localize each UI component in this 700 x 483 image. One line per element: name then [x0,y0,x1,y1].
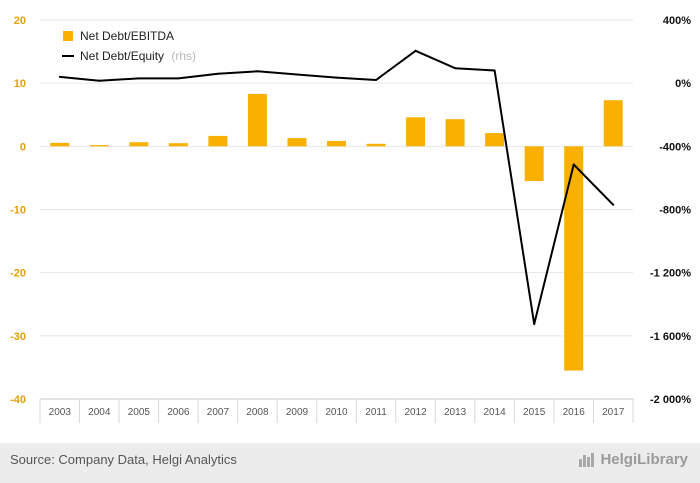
y-right-tick-label: -1 600% [650,331,691,343]
line-point-2016 [572,163,575,166]
legend-swatch-ebitda [63,31,73,41]
x-tick-label: 2014 [484,407,507,418]
bar-2003 [50,142,70,147]
line-point-2015 [533,322,536,325]
brand-logo: HelgiLibrary [579,451,688,468]
legend-label-ebitda: Net Debt/EBITDA [80,29,174,43]
line-point-2013 [454,67,457,70]
library-icon [579,452,595,467]
bar-series [50,93,623,371]
y-left-tick-label: -30 [10,331,26,343]
line-point-2012 [414,49,417,52]
net-debt-equity-line [59,49,614,325]
y-left-tick-label: -20 [10,268,26,280]
line-point-2004 [98,79,101,82]
y-left-tick-label: -40 [10,394,26,406]
x-tick-label: 2017 [602,407,625,418]
x-tick-label: 2007 [207,407,230,418]
bar-2015 [524,146,544,182]
bar-2005 [129,142,149,147]
bar-2006 [168,143,188,147]
y-right-tick-label: 400% [663,15,691,27]
y-right-tick-label: -1 200% [650,268,691,280]
line-point-2003 [58,75,61,78]
y-right-tick-label: -2 000% [650,394,691,406]
legend-rhs-note: (rhs) [171,49,196,63]
line-point-2005 [137,77,140,80]
line-point-2017 [612,203,615,206]
y-left-tick-label: 20 [14,15,26,27]
y-left-tick-label: 10 [14,78,26,90]
x-tick-label: 2009 [286,407,309,418]
bar-2013 [445,119,465,147]
line-point-2008 [256,70,259,73]
x-tick-label: 2015 [523,407,546,418]
x-tick-label: 2006 [167,407,190,418]
y-left-tick-label: 0 [20,141,26,153]
line-point-2009 [295,73,298,76]
bar-2014 [485,133,505,147]
y-right-tick-label: 0% [675,78,691,90]
x-tick-label: 2013 [444,407,467,418]
line-point-2007 [216,72,219,75]
bar-2010 [327,140,346,147]
source-text: Source: Company Data, Helgi Analytics [10,452,237,467]
legend-label-equity-name: Net Debt/Equity [80,49,164,63]
bar-2007 [208,135,228,147]
line-point-2014 [493,69,496,72]
bar-2012 [406,117,426,147]
line-point-2010 [335,76,338,79]
y-right-tick-label: -400% [659,141,691,153]
y-left-tick-label: -10 [10,205,26,217]
line-point-2006 [177,77,180,80]
x-tick-label: 2004 [88,407,111,418]
bar-2009 [287,138,307,147]
bar-2011 [366,143,386,147]
brand-name: HelgiLibrary [600,451,688,468]
line-point-2011 [375,79,378,82]
bar-2017 [603,100,623,147]
y-right-tick-label: -800% [659,205,691,217]
bar-2008 [247,93,267,147]
x-tick-label: 2008 [246,407,269,418]
x-tick-label: 2010 [325,407,348,418]
x-tick-label: 2012 [404,407,427,418]
bar-2004 [89,145,109,147]
legend: Net Debt/EBITDA Net Debt/Equity (rhs) [62,29,196,63]
x-tick-label: 2003 [49,407,72,418]
footer: Source: Company Data, Helgi Analytics He… [0,443,700,483]
legend-label-equity: Net Debt/Equity (rhs) [80,49,196,63]
line-series [58,49,615,325]
x-tick-label: 2016 [563,407,586,418]
x-tick-label: 2011 [365,407,387,418]
bar-2016 [564,146,584,371]
x-tick-label: 2005 [128,407,151,418]
